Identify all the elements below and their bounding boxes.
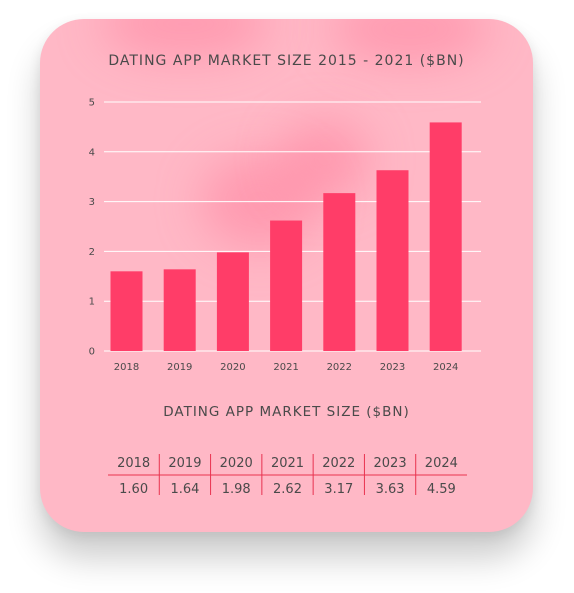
x-tick-label: 2018 [114, 362, 139, 373]
x-tick-label: 2022 [327, 362, 352, 373]
bar [216, 252, 249, 351]
bar [110, 271, 143, 351]
table-value-cell: 1.60 [119, 482, 148, 497]
y-tick-label: 4 [89, 147, 95, 158]
table-year-cell: 2022 [322, 456, 355, 471]
table-year-cell: 2021 [271, 456, 304, 471]
bar [163, 269, 196, 351]
table-year-cell: 2020 [220, 456, 253, 471]
x-tick-label: 2024 [433, 362, 458, 373]
chart-card: DATING APP MARKET SIZE 2015 - 2021 ($BN)… [40, 19, 533, 532]
bar [376, 170, 409, 351]
chart-title: DATING APP MARKET SIZE 2015 - 2021 ($BN) [108, 53, 465, 69]
y-tick-label: 2 [89, 247, 95, 258]
bar [323, 193, 356, 351]
bar-chart: 0 1 2 3 4 5 2018 2019 2020 2021 2022 2023 2024 [89, 98, 481, 373]
table-value-cell: 3.63 [376, 482, 405, 497]
bar [429, 122, 462, 351]
x-tick-label: 2021 [273, 362, 298, 373]
data-table: 2018 1.60 2019 1.64 2020 1.98 2021 2.62 2022 3.17… [108, 454, 467, 497]
y-tick-label: 5 [89, 98, 95, 109]
table-year-cell: 2018 [117, 456, 150, 471]
table-value-cell: 4.59 [427, 482, 456, 497]
table-value-cell: 1.98 [222, 482, 251, 497]
table-year-cell: 2023 [374, 456, 407, 471]
x-tick-label: 2019 [167, 362, 192, 373]
bar [270, 220, 303, 351]
x-tick-label: 2023 [380, 362, 405, 373]
x-tick-label: 2020 [220, 362, 245, 373]
table-title: DATING APP MARKET SIZE ($BN) [163, 404, 410, 420]
y-tick-label: 0 [89, 347, 95, 358]
y-tick-label: 3 [89, 197, 95, 208]
background-blob [280, 119, 370, 199]
table-value-cell: 1.64 [170, 482, 199, 497]
table-year-cell: 2019 [168, 456, 201, 471]
table-value-cell: 3.17 [324, 482, 353, 497]
y-tick-label: 1 [89, 297, 95, 308]
table-year-cell: 2024 [425, 456, 458, 471]
table-value-cell: 2.62 [273, 482, 302, 497]
